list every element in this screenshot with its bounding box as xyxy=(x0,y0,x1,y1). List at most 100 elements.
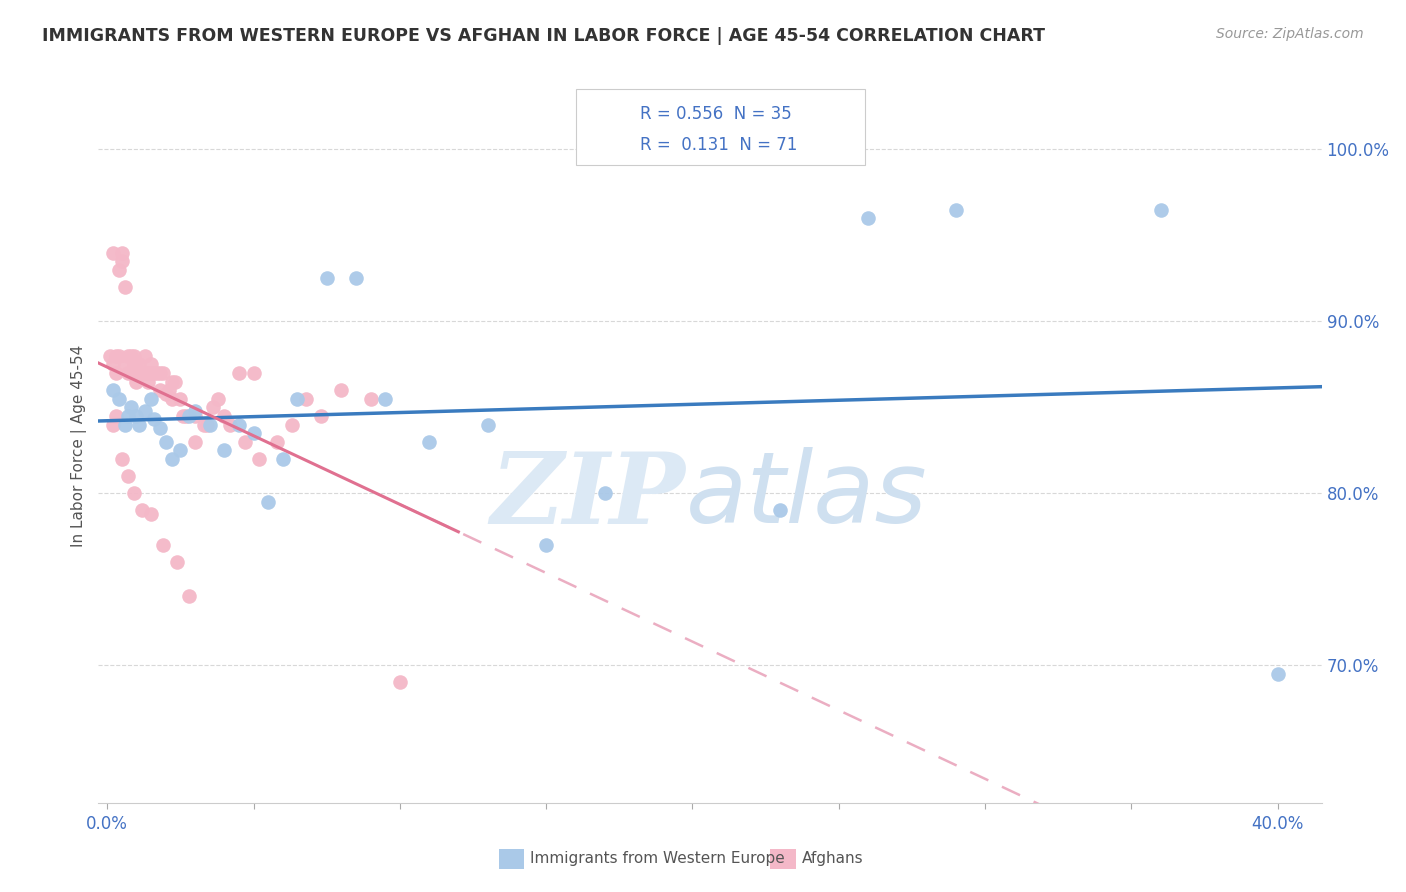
Point xyxy=(108,262,131,277)
Text: Immigrants from Western Europe: Immigrants from Western Europe xyxy=(530,851,785,865)
Point xyxy=(149,421,172,435)
Point xyxy=(117,349,139,363)
Point xyxy=(101,383,124,397)
Point xyxy=(117,469,139,483)
Point xyxy=(155,386,177,401)
Point xyxy=(184,403,207,417)
Point xyxy=(945,202,967,217)
Point xyxy=(160,392,183,406)
Point xyxy=(242,366,264,380)
Point xyxy=(120,366,142,380)
Point xyxy=(155,434,177,449)
Point xyxy=(131,503,153,517)
Point xyxy=(160,375,183,389)
Point xyxy=(360,392,382,406)
Point xyxy=(120,349,142,363)
Point xyxy=(101,417,124,432)
Point xyxy=(169,392,191,406)
Point xyxy=(266,434,288,449)
Point xyxy=(330,383,353,397)
Point xyxy=(104,349,127,363)
Point xyxy=(139,366,162,380)
Point xyxy=(212,409,235,423)
Point xyxy=(111,451,134,466)
Point xyxy=(271,451,294,466)
Point xyxy=(179,409,201,423)
Point xyxy=(174,409,197,423)
Point xyxy=(143,412,166,426)
Point xyxy=(128,366,150,380)
Point xyxy=(139,507,162,521)
Point xyxy=(1150,202,1173,217)
Point xyxy=(160,451,183,466)
Text: IMMIGRANTS FROM WESTERN EUROPE VS AFGHAN IN LABOR FORCE | AGE 45-54 CORRELATION : IMMIGRANTS FROM WESTERN EUROPE VS AFGHAN… xyxy=(42,27,1045,45)
Point xyxy=(374,392,396,406)
Point xyxy=(131,366,153,380)
Point xyxy=(193,417,215,432)
Point xyxy=(769,503,792,517)
Point xyxy=(295,392,318,406)
Point xyxy=(287,392,309,406)
Point xyxy=(388,675,411,690)
Point xyxy=(125,375,148,389)
Point xyxy=(114,280,136,294)
Point xyxy=(111,254,134,268)
Point xyxy=(309,409,332,423)
Point xyxy=(257,495,280,509)
Point xyxy=(201,401,224,415)
Point xyxy=(534,538,557,552)
Point xyxy=(104,409,127,423)
Point xyxy=(146,366,169,380)
Point xyxy=(207,392,229,406)
Point xyxy=(114,357,136,371)
Point xyxy=(166,555,188,569)
Point xyxy=(111,245,134,260)
Point xyxy=(131,366,153,380)
Point xyxy=(169,443,191,458)
Point xyxy=(101,357,124,371)
Point xyxy=(228,366,250,380)
Text: R =  0.131  N = 71: R = 0.131 N = 71 xyxy=(640,136,797,153)
Point xyxy=(122,357,145,371)
Point xyxy=(134,403,156,417)
Point xyxy=(114,417,136,432)
Point xyxy=(228,417,250,432)
Point xyxy=(101,245,124,260)
Text: Source: ZipAtlas.com: Source: ZipAtlas.com xyxy=(1216,27,1364,41)
Point xyxy=(134,366,156,380)
Point xyxy=(152,366,174,380)
Point xyxy=(1267,666,1289,681)
Point xyxy=(136,366,159,380)
Point xyxy=(179,590,201,604)
Point xyxy=(128,417,150,432)
Point xyxy=(108,349,131,363)
Point xyxy=(125,409,148,423)
Point xyxy=(184,409,207,423)
Point xyxy=(418,434,440,449)
Text: Afghans: Afghans xyxy=(801,851,863,865)
Point xyxy=(98,349,121,363)
Point xyxy=(344,271,367,285)
Point xyxy=(134,349,156,363)
Point xyxy=(477,417,499,432)
Point xyxy=(157,383,180,397)
Point xyxy=(104,366,127,380)
Text: ZIP: ZIP xyxy=(491,448,686,544)
Point xyxy=(856,211,879,226)
Point xyxy=(198,417,221,432)
Point xyxy=(122,486,145,500)
Point xyxy=(139,357,162,371)
Point xyxy=(139,392,162,406)
Point xyxy=(149,366,172,380)
Point xyxy=(593,486,616,500)
Point xyxy=(219,417,242,432)
Point xyxy=(117,366,139,380)
Point xyxy=(152,538,174,552)
Point xyxy=(280,417,302,432)
Point xyxy=(315,271,337,285)
Point xyxy=(125,357,148,371)
Point xyxy=(143,366,166,380)
Point xyxy=(247,451,270,466)
Point xyxy=(184,434,207,449)
Y-axis label: In Labor Force | Age 45-54: In Labor Force | Age 45-54 xyxy=(72,345,87,547)
